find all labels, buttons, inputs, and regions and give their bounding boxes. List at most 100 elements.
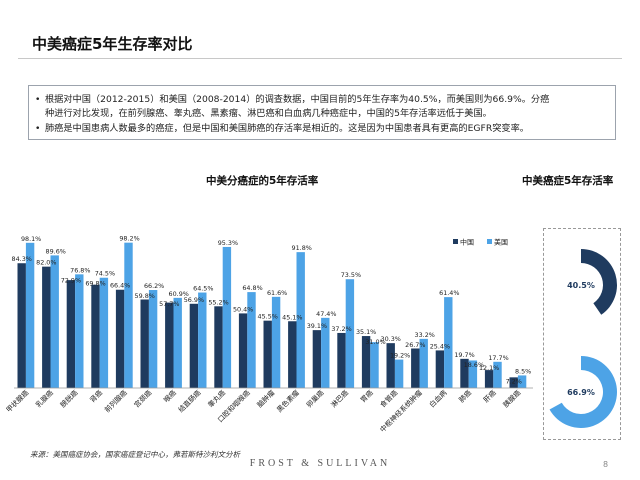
value-label-china: 26.7% [405,341,425,349]
value-label-china: 82.0% [36,259,56,267]
category-label: 结直肠癌 [176,388,202,414]
category-label: 中枢神经系统肿瘤 [378,388,424,434]
bar-usa [25,242,35,388]
donut-arc-china [581,249,617,315]
value-label-china: 45.5% [258,313,278,321]
category-label: 膀胱癌 [58,388,79,409]
bar-usa [493,361,502,388]
value-label-usa: 91.8% [292,244,312,252]
category-label: 肝癌 [481,388,497,404]
bar-china [140,299,149,388]
value-label-usa: 47.4% [316,310,336,318]
bar-china [214,306,223,388]
value-label-china: 19.7% [454,351,474,359]
bar-china [17,263,26,388]
category-label: 淋巴癌 [329,388,350,409]
value-label-china: 57.7% [159,300,179,308]
value-label-china: 55.2% [208,298,228,306]
value-label-usa: 18.6% [464,361,484,369]
value-label-china: 7.2% [506,377,522,385]
bar-usa [517,375,527,388]
bar-usa [394,359,404,388]
bar-china [189,303,199,388]
bar-usa [468,360,478,388]
value-label-usa: 66.2% [144,282,164,290]
value-label-china: 72.9% [61,276,81,284]
value-label-china: 39.1% [307,322,327,330]
bar-china [361,336,371,388]
donut-chart-title: 中美癌症5年存活率 [522,175,614,187]
category-label: 睾丸癌 [206,388,227,409]
value-label-usa: 98.2% [119,235,139,243]
survival-bar-chart: 84.3% 98.1% 甲状腺癌 82.0% 89.6% 乳腺癌 72.9% 76.8% 膀胱癌… [4,235,533,434]
bar-china [386,343,395,388]
page-title: 中美癌症5年生存率对比 [32,35,193,53]
bar-usa [296,252,305,388]
bar-usa [75,274,84,388]
bar-usa [222,246,232,388]
bar-usa [444,297,453,388]
summary-bullet-1: • 根据对中国（2012-2015）和美国（2008-2014）的调查数据，中国目… [35,93,549,107]
bullet-marker: • [35,94,41,105]
value-label-china: 50.4% [233,305,253,313]
category-label: 肺癌 [457,388,473,404]
bar-china [115,289,125,388]
bars-layer: 84.3% 98.1% 甲状腺癌 82.0% 89.6% 乳腺癌 72.9% 76.8% 膀胱癌… [4,235,531,434]
title-divider [18,58,622,59]
bar-china [91,284,100,388]
bar-usa [247,292,256,388]
value-label-usa: 17.7% [488,354,508,362]
legend-swatch [453,239,458,244]
summary-text-1-cont: 种进行对比发现，在前列腺癌、睾丸癌、黑素瘤、淋巴癌和白血病几种癌症中，中国的5年… [45,108,492,119]
value-label-usa: 19.2% [390,352,410,360]
summary-bullet-2: • 肺癌是中国患病人数最多的癌症，但是中国和美国肺癌的存活率是相近的。这是因为中国… [35,122,529,136]
bar-china [460,358,469,388]
summary-box: • 根据对中国（2012-2015）和美国（2008-2014）的调查数据，中国目… [28,85,616,140]
value-label-usa: 73.5% [341,271,361,279]
footer-brand: FROST & SULLIVAN [249,458,391,469]
value-label-usa: 31.0% [365,338,385,346]
bar-usa [419,338,428,388]
bar-usa [370,342,379,388]
value-label-china: 84.3% [12,255,32,263]
bullet-marker: • [35,123,41,134]
chart-legend: 中国 美国 [453,238,508,247]
value-label-china: 56.9% [184,296,204,304]
bar-china [66,280,76,388]
value-label-usa: 61.6% [267,289,287,297]
bar-china [411,348,420,388]
category-label: 卵巢癌 [304,388,325,409]
legend-label: 美国 [494,238,508,247]
legend-swatch [487,239,492,244]
legend-label: 中国 [460,238,474,247]
category-label: 胃癌 [358,388,374,404]
category-label: 白血病 [427,388,448,409]
bar-usa [124,242,133,388]
category-label: 喉癌 [162,388,178,404]
bar-china [484,370,494,388]
value-label-usa: 98.1% [21,235,41,243]
value-label-usa: 60.9% [169,290,189,298]
page-number: 8 [603,460,609,469]
bar-china [165,302,174,388]
summary-text-1: 根据对中国（2012-2015）和美国（2008-2014）的调查数据，中国目前… [45,94,550,105]
bar-china [42,266,51,388]
donut-arc-usa [549,356,617,428]
bar-usa [321,317,330,388]
category-label: 胰腺癌 [501,388,522,409]
bar-usa [148,290,158,388]
category-label: 甲状腺癌 [4,388,30,414]
value-label-usa: 61.4% [439,289,459,297]
value-label-china: 69.8% [85,280,105,288]
value-label-china: 12.1% [479,364,499,372]
value-label-china: 45.1% [282,313,302,321]
value-label-usa: 76.8% [70,266,90,274]
bar-china [337,332,346,388]
value-label-china: 37.2% [331,325,351,333]
value-label-china: 66.4% [110,282,130,290]
bar-china [509,377,518,388]
donut-value-label: 66.9% [567,388,595,397]
category-label: 脑肿瘤 [255,388,276,409]
bar-usa [50,255,59,388]
value-label-china: 35.1% [356,328,376,336]
